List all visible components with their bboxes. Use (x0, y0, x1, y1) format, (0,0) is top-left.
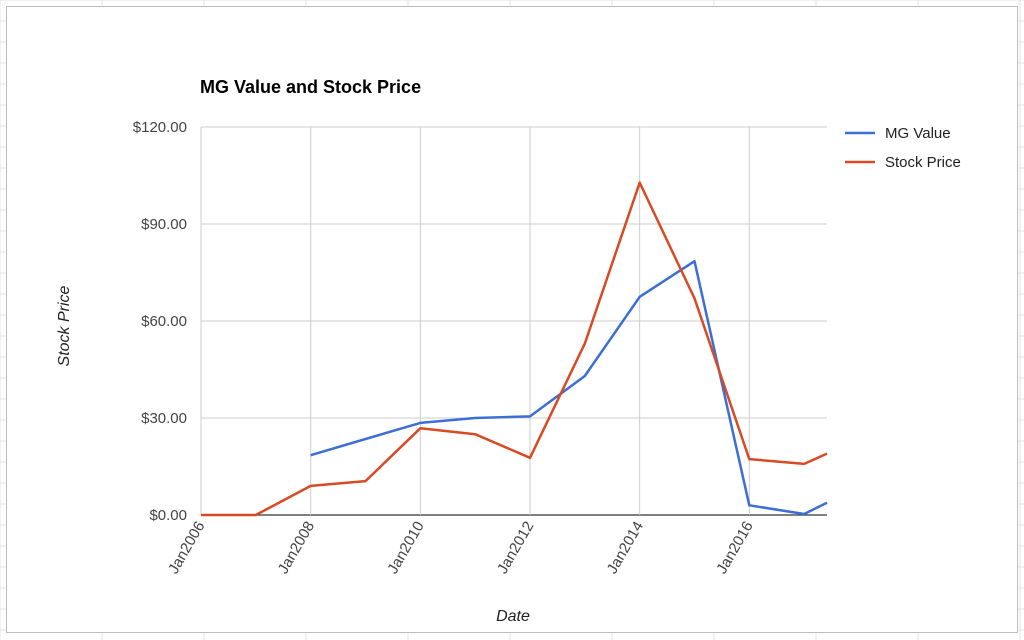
chart-title: MG Value and Stock Price (200, 77, 421, 97)
y-tick-label: $30.00 (141, 410, 187, 427)
y-axis-label: Stock Price (56, 285, 73, 366)
x-tick-label: Jan2008 (275, 519, 319, 577)
line-chart: MG Value and Stock Price $0.00 $30.00 $60.… (56, 77, 961, 625)
series-line-mg-value (310, 259, 828, 516)
y-tick-label: $0.00 (149, 507, 187, 524)
x-axis-label: Date (496, 608, 530, 625)
x-axis-ticks: Jan2006 Jan2008 Jan2010 Jan2012 Jan2014 Jan20… (165, 519, 757, 577)
x-tick-label: Jan2014 (604, 519, 648, 577)
gridlines (200, 126, 827, 516)
x-tick-label: Jan2016 (713, 519, 757, 577)
y-tick-label: $60.00 (141, 313, 187, 330)
legend: MG Value Stock Price (845, 125, 961, 171)
chart-container[interactable]: MG Value and Stock Price $0.00 $30.00 $60.… (6, 6, 1018, 633)
legend-label: Stock Price (885, 154, 961, 171)
legend-label: MG Value (885, 125, 951, 142)
x-tick-label: Jan2010 (384, 519, 428, 577)
series-line-stock-price (201, 181, 828, 517)
x-tick-label: Jan2006 (165, 519, 209, 577)
y-axis-ticks: $0.00 $30.00 $60.00 $90.00 $120.00 (133, 119, 187, 524)
x-tick-label: Jan2012 (494, 519, 538, 577)
series-lines (201, 181, 828, 517)
y-tick-label: $90.00 (141, 216, 187, 233)
y-tick-label: $120.00 (133, 119, 187, 136)
